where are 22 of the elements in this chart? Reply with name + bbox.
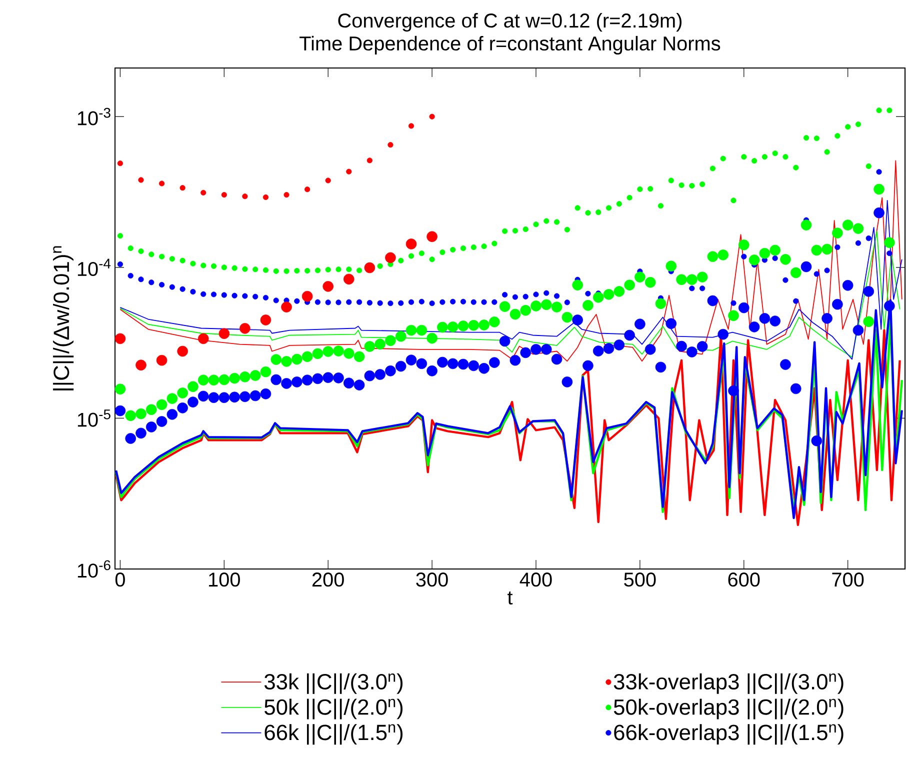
x-tick-label: 400: [520, 572, 552, 587]
x-tick-label: 0: [115, 572, 125, 587]
x-tick-label: 700: [832, 572, 864, 587]
legend-label: 66k ||C||/(1.5$^{n}$): [264, 724, 403, 745]
legend-label: 66k-overlap3 ||C||/(1.5$^{n}$): [614, 724, 844, 745]
chart-subtitle: Time Dependence of r=constant Angular Norms: [300, 36, 720, 55]
y-tick-label: 10$^{-6}$: [78, 560, 110, 578]
legend-label: 50k ||C||/(2.0$^{n}$): [264, 698, 403, 720]
x-tick-label: 100: [209, 572, 240, 587]
x-axis-title: t: [508, 591, 513, 605]
x-tick-label: 600: [728, 572, 760, 587]
y-tick-label: 10$^{-5}$: [78, 410, 110, 427]
x-tick-label: 300: [416, 572, 448, 587]
legend-label: 50k-overlap3 ||C||/(2.0$^{n}$): [614, 698, 844, 720]
chart-title: Convergence of C at w=0.12 (r=2.19m): [338, 13, 682, 32]
x-tick-label: 500: [624, 572, 656, 587]
y-tick-label: 10$^{-3}$: [78, 108, 110, 126]
y-axis-title: ||C||/(Δw/0.01)$^{n}$: [53, 246, 74, 390]
x-tick-label: 200: [312, 572, 344, 587]
legend-label: 33k-overlap3 ||C||/(3.0$^{n}$): [614, 673, 844, 694]
y-tick-label: 10$^{-4}$: [78, 258, 111, 276]
legend-label: 33k ||C||/(3.0$^{n}$): [264, 673, 403, 694]
